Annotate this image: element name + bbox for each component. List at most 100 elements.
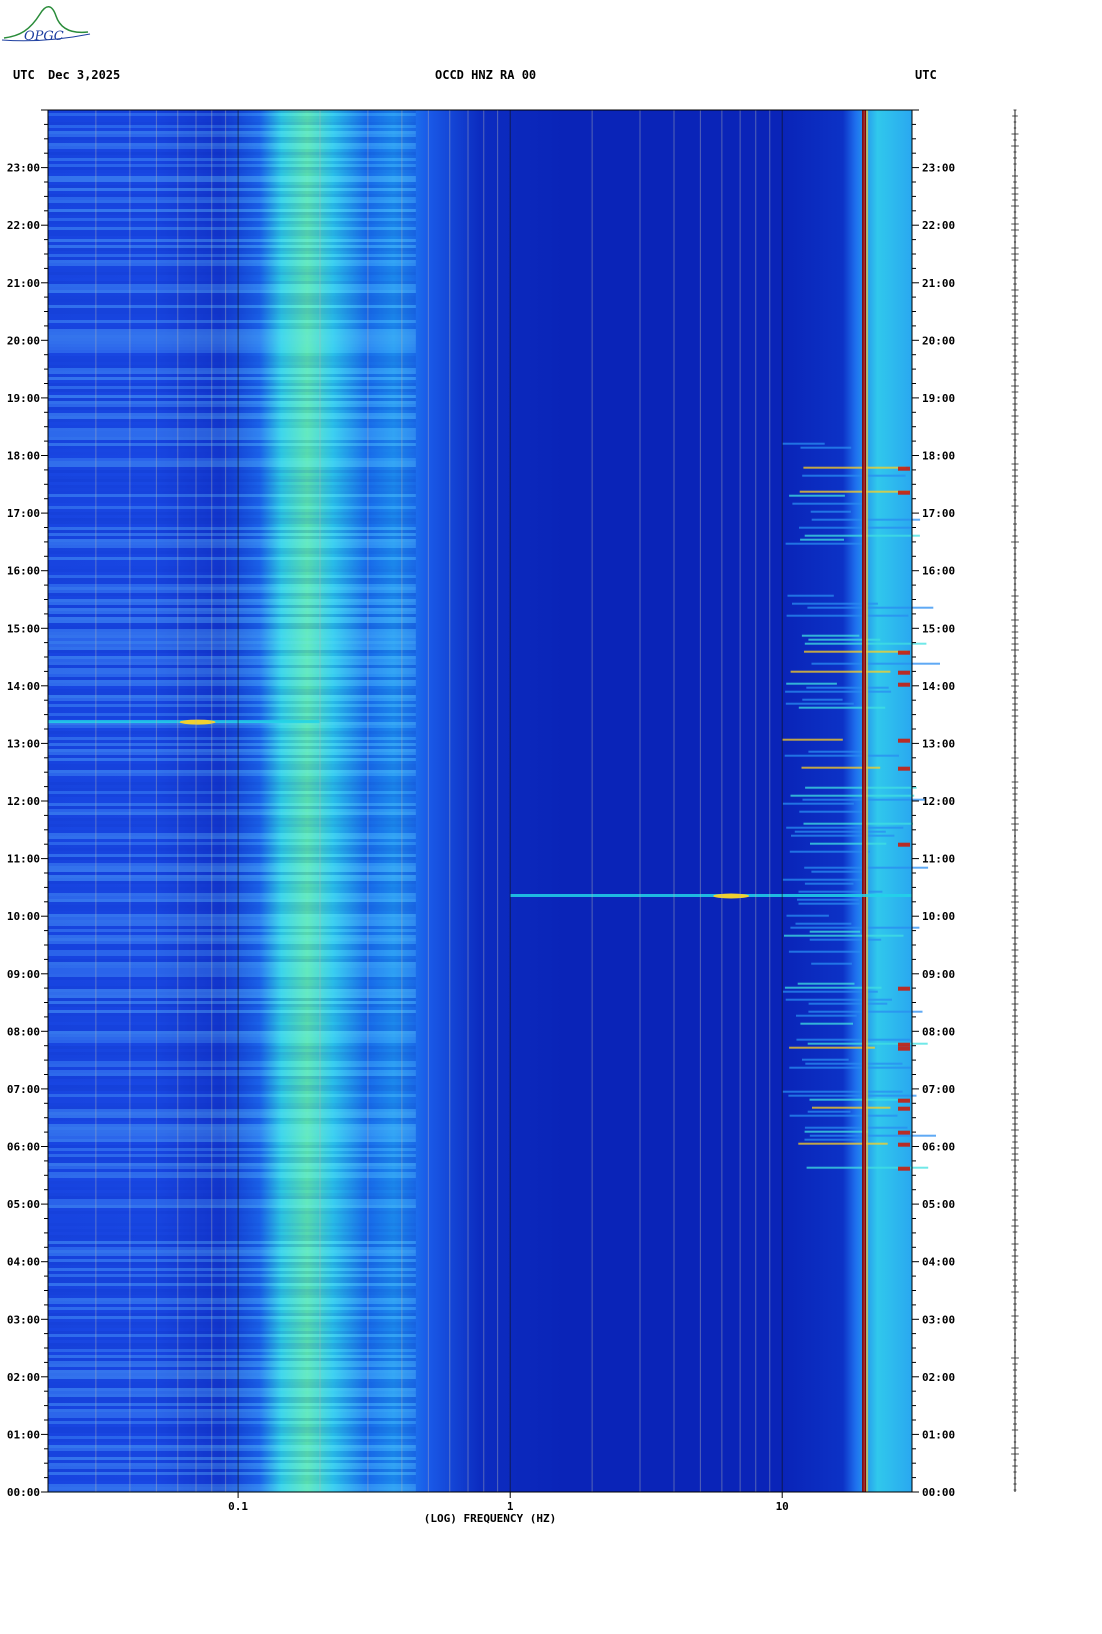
- texture-stripe: [48, 398, 416, 401]
- texture-stripe: [48, 1343, 416, 1346]
- texture-stripe: [48, 638, 416, 641]
- texture-stripe: [48, 1022, 416, 1025]
- texture-stripe: [48, 293, 416, 296]
- texture-stripe: [48, 1277, 416, 1280]
- texture-stripe: [48, 479, 416, 482]
- texture-stripe: [48, 662, 416, 665]
- texture-stripe: [48, 425, 416, 428]
- texture-stripe: [48, 689, 416, 692]
- texture-stripe: [48, 1244, 416, 1247]
- texture-stripe: [48, 680, 416, 683]
- texture-stripe: [48, 392, 416, 395]
- texture-stripe: [48, 1184, 416, 1187]
- texture-stripe: [48, 1463, 416, 1466]
- noise-streak: [783, 990, 878, 993]
- texture-stripe: [48, 1070, 416, 1073]
- time-label-left: 20:00: [7, 334, 40, 347]
- noise-streak: [799, 526, 913, 529]
- opgc-logo: OPGC: [1, 6, 91, 44]
- time-label-right: 08:00: [922, 1025, 955, 1038]
- texture-stripe: [48, 695, 416, 698]
- texture-stripe: [48, 782, 416, 785]
- texture-stripe: [48, 1211, 416, 1214]
- noise-hotspot: [898, 1166, 910, 1171]
- texture-stripe: [48, 1130, 416, 1133]
- texture-stripe: [48, 1166, 416, 1169]
- noise-streak: [811, 962, 852, 965]
- texture-stripe: [48, 500, 416, 503]
- texture-stripe: [48, 764, 416, 767]
- texture-stripe: [48, 1019, 416, 1022]
- texture-stripe: [48, 1364, 416, 1367]
- texture-stripe: [48, 419, 416, 422]
- noise-streak: [805, 786, 917, 789]
- texture-stripe: [48, 1415, 416, 1418]
- texture-stripe: [48, 1226, 416, 1229]
- texture-stripe: [48, 1469, 416, 1472]
- texture-stripe: [48, 326, 416, 329]
- texture-stripe: [48, 1280, 416, 1283]
- texture-stripe: [48, 1397, 416, 1400]
- time-label-right: 06:00: [922, 1141, 955, 1154]
- noise-streak: [784, 754, 899, 757]
- texture-stripe: [48, 131, 416, 134]
- texture-stripe: [48, 815, 416, 818]
- texture-stripe: [48, 1313, 416, 1316]
- time-label-right: 15:00: [922, 622, 955, 635]
- time-label-left: 18:00: [7, 450, 40, 463]
- texture-stripe: [48, 995, 416, 998]
- texture-stripe: [48, 755, 416, 758]
- texture-stripe: [48, 503, 416, 506]
- texture-stripe: [48, 155, 416, 158]
- texture-stripe: [48, 953, 416, 956]
- texture-stripe: [48, 725, 416, 728]
- texture-stripe: [48, 767, 416, 770]
- noise-streak: [795, 922, 852, 925]
- x-axis-title: (LOG) FREQUENCY (HZ): [424, 1512, 556, 1525]
- texture-stripe: [48, 488, 416, 491]
- texture-stripe: [48, 1337, 416, 1340]
- texture-stripe: [48, 200, 416, 203]
- texture-stripe: [48, 791, 416, 794]
- texture-stripe: [48, 938, 416, 941]
- texture-stripe: [48, 1451, 416, 1454]
- texture-stripe: [48, 737, 416, 740]
- texture-stripe: [48, 1433, 416, 1436]
- texture-stripe: [48, 266, 416, 269]
- noise-streak: [787, 594, 834, 597]
- texture-stripe: [48, 1319, 416, 1322]
- texture-stripe: [48, 1301, 416, 1304]
- noise-hotspot: [898, 766, 910, 771]
- noise-streak: [796, 1038, 911, 1041]
- texture-stripe: [48, 1253, 416, 1256]
- texture-stripe: [48, 704, 416, 707]
- texture-stripe: [48, 1241, 416, 1244]
- texture-stripe: [48, 578, 416, 581]
- texture-stripe: [48, 893, 416, 896]
- noise-streak: [798, 706, 886, 709]
- texture-stripe: [48, 1094, 416, 1097]
- time-label-right: 21:00: [922, 277, 955, 290]
- texture-stripe: [48, 431, 416, 434]
- noise-hotspot: [898, 842, 910, 847]
- noise-streak: [803, 466, 906, 469]
- noise-streak: [791, 834, 895, 837]
- noise-streak: [792, 602, 878, 605]
- texture-stripe: [48, 1316, 416, 1319]
- texture-stripe: [48, 734, 416, 737]
- texture-stripe: [48, 584, 416, 587]
- texture-stripe: [48, 473, 416, 476]
- texture-stripe: [48, 284, 416, 287]
- texture-stripe: [48, 524, 416, 527]
- noise-streak: [800, 538, 844, 541]
- time-label-right: 20:00: [922, 334, 955, 347]
- noise-streak: [782, 738, 843, 741]
- texture-stripe: [48, 386, 416, 389]
- texture-stripe: [48, 380, 416, 383]
- texture-stripe: [48, 296, 416, 299]
- texture-stripe: [48, 158, 416, 161]
- noise-streak: [789, 1114, 898, 1117]
- texture-stripe: [48, 236, 416, 239]
- texture-stripe: [48, 857, 416, 860]
- texture-stripe: [48, 1484, 416, 1487]
